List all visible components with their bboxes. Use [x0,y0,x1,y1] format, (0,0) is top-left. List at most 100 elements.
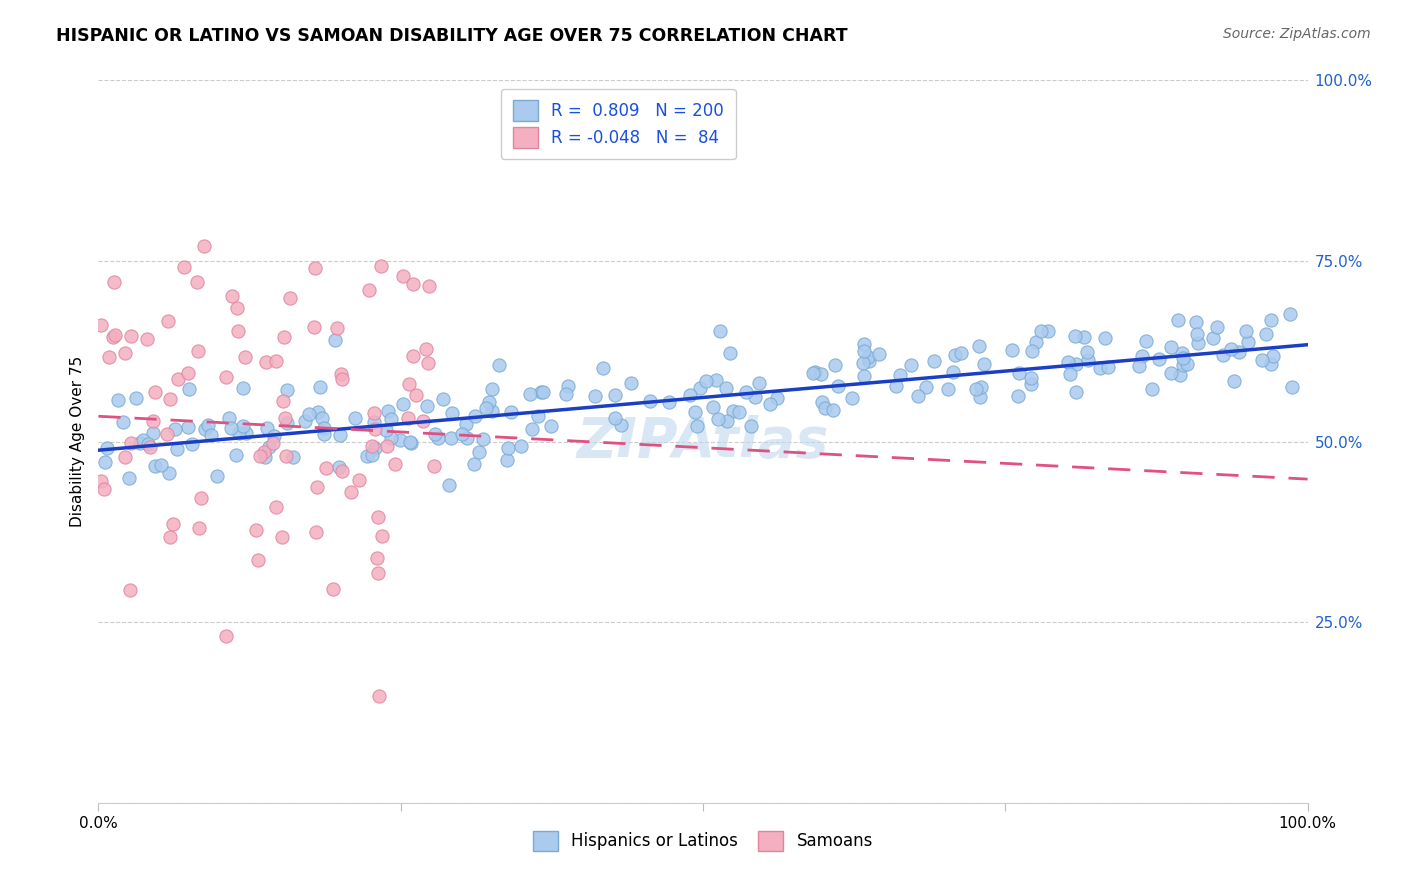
Point [557,379,579,393]
Point [464,409,486,423]
Point [132,433,155,447]
Point [177,382,200,396]
Point [475,401,498,416]
Point [1019,376,1042,391]
Point [1279,306,1302,320]
Point [967,339,990,353]
Point [305,479,328,493]
Point [900,358,922,372]
Point [187,344,209,359]
Point [225,448,247,462]
Point [658,395,681,409]
Point [120,436,142,450]
Point [467,445,489,459]
Point [377,403,399,417]
Text: Source: ZipAtlas.com: Source: ZipAtlas.com [1223,27,1371,41]
Point [1097,359,1119,374]
Point [695,375,717,389]
Point [103,275,125,289]
Point [253,445,276,459]
Point [1173,358,1195,372]
Point [1173,351,1195,365]
Point [194,422,217,436]
Point [283,450,305,465]
Point [856,351,879,365]
Point [1227,344,1250,359]
Point [427,432,450,446]
Point [1254,327,1277,342]
Point [478,395,501,409]
Point [1260,313,1282,327]
Point [156,426,179,441]
Point [456,417,478,431]
Point [142,425,165,440]
Point [495,452,517,467]
Point [481,382,503,396]
Point [159,392,181,406]
Point [107,393,129,408]
Point [221,421,243,435]
Point [440,406,463,420]
Point [716,414,738,428]
Point [1140,382,1163,396]
Point [245,523,267,537]
Point [139,441,162,455]
Point [766,391,789,405]
Point [418,356,440,370]
Point [1059,367,1081,381]
Point [114,345,136,359]
Point [1076,353,1098,368]
Point [398,377,420,392]
Point [685,405,707,419]
Point [520,422,543,436]
Point [156,314,179,328]
Point [396,410,419,425]
Point [114,450,136,464]
Point [226,301,249,315]
Point [720,345,742,359]
Point [276,416,298,430]
Point [253,450,276,464]
Point [471,432,494,446]
Point [740,418,762,433]
Point [1036,324,1059,338]
Point [120,329,142,343]
Point [177,420,200,434]
Point [620,376,643,390]
Point [456,431,478,445]
Point [727,405,749,419]
Point [90,318,112,332]
Point [256,421,278,435]
Point [498,441,520,455]
Point [1057,354,1080,368]
Point [1064,358,1087,372]
Point [215,629,238,643]
Point [262,436,284,450]
Point [1237,334,1260,349]
Point [603,411,626,425]
Point [1019,371,1042,385]
Point [488,358,510,372]
Point [714,381,737,395]
Point [1185,327,1208,342]
Point [298,407,321,421]
Point [1251,352,1274,367]
Point [359,283,381,297]
Point [852,369,875,384]
Point [853,344,876,359]
Point [969,380,991,394]
Point [686,419,709,434]
Point [1160,366,1182,380]
Point [380,432,402,446]
Point [1007,389,1029,403]
Point [366,550,388,565]
Point [328,460,350,475]
Point [1063,328,1085,343]
Point [309,380,332,394]
Point [375,439,398,453]
Point [273,330,295,344]
Point [364,441,387,455]
Point [93,482,115,496]
Point [363,415,385,429]
Point [704,373,727,387]
